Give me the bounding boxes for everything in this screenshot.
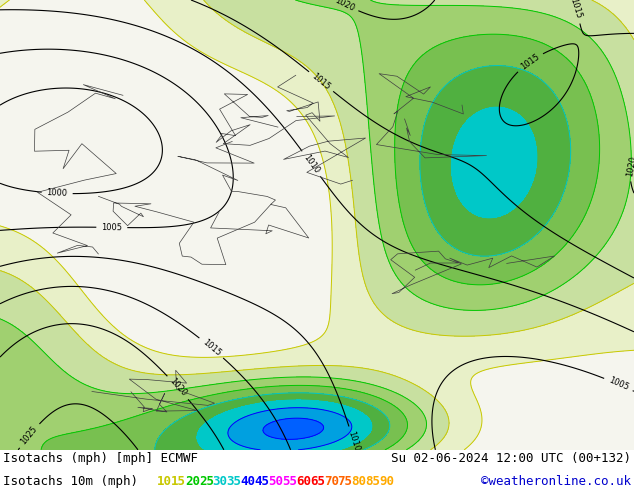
- Text: 60: 60: [296, 475, 311, 488]
- Text: 1015: 1015: [310, 72, 332, 92]
- Text: Isotachs 10m (mph): Isotachs 10m (mph): [3, 475, 138, 488]
- Text: 1005: 1005: [607, 376, 630, 392]
- Text: 1015: 1015: [519, 52, 541, 72]
- Text: 75: 75: [337, 475, 353, 488]
- Text: 45: 45: [254, 475, 269, 488]
- Text: 1020: 1020: [167, 377, 188, 398]
- Text: Su 02-06-2024 12:00 UTC (00+132): Su 02-06-2024 12:00 UTC (00+132): [391, 452, 631, 465]
- Text: 35: 35: [226, 475, 242, 488]
- Text: 1000: 1000: [46, 188, 68, 198]
- Text: 65: 65: [310, 475, 325, 488]
- Text: 15: 15: [171, 475, 186, 488]
- Text: 1020: 1020: [333, 0, 356, 13]
- Text: 90: 90: [379, 475, 394, 488]
- Text: 40: 40: [240, 475, 256, 488]
- Text: 1025: 1025: [19, 425, 39, 446]
- Text: 10: 10: [157, 475, 172, 488]
- Text: 70: 70: [324, 475, 339, 488]
- Text: 1010: 1010: [346, 430, 361, 453]
- Text: 1015: 1015: [200, 338, 223, 358]
- Text: ©weatheronline.co.uk: ©weatheronline.co.uk: [481, 475, 631, 488]
- Text: Isotachs (mph) [mph] ECMWF: Isotachs (mph) [mph] ECMWF: [3, 452, 198, 465]
- Text: 85: 85: [365, 475, 380, 488]
- Text: 1015: 1015: [569, 0, 583, 20]
- Text: 55: 55: [282, 475, 297, 488]
- Text: 30: 30: [213, 475, 228, 488]
- Text: 50: 50: [268, 475, 283, 488]
- Text: 20: 20: [185, 475, 200, 488]
- Text: 80: 80: [351, 475, 366, 488]
- Text: 25: 25: [199, 475, 214, 488]
- Text: 1020: 1020: [625, 155, 634, 177]
- Text: 1005: 1005: [101, 223, 122, 232]
- Text: 1010: 1010: [302, 153, 321, 175]
